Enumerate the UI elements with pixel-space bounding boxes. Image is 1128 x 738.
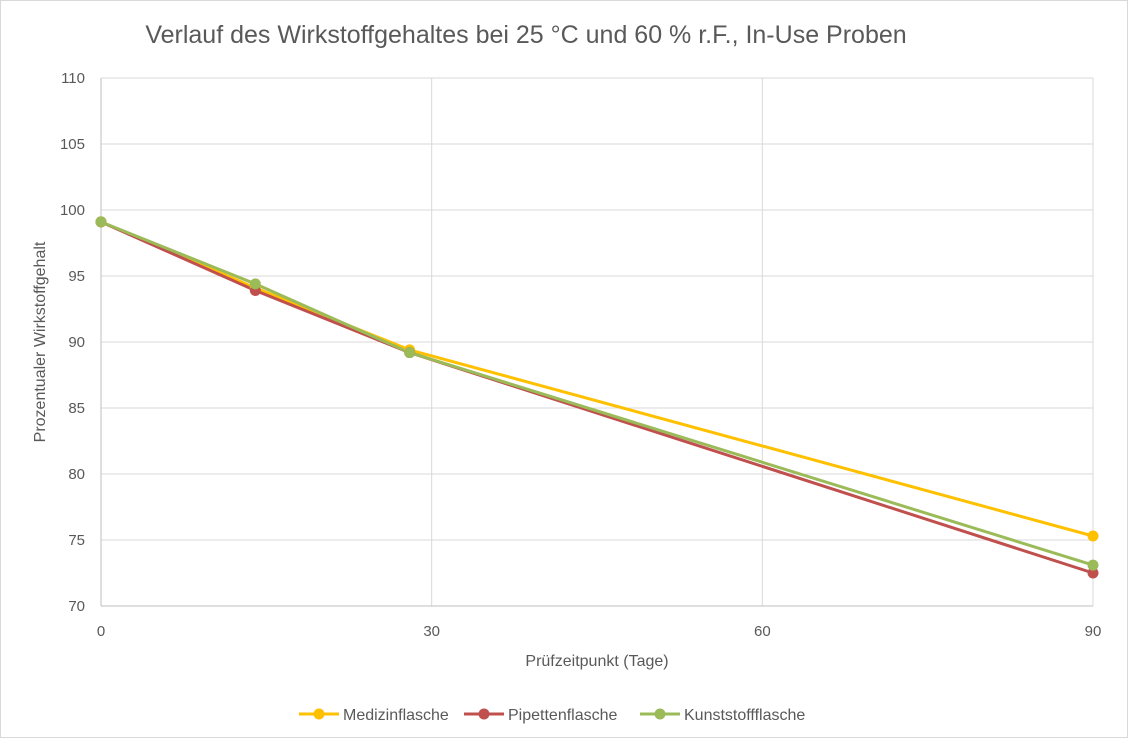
legend-swatch-marker	[478, 708, 490, 720]
x-tick-label: 0	[97, 623, 105, 640]
legend-item-medizinflasche: Medizinflasche	[299, 707, 449, 724]
data-point-pipettenflasche	[1087, 567, 1099, 579]
legend-label: Kunststoffflasche	[684, 707, 805, 724]
y-tick-label: 80	[68, 466, 85, 483]
x-axis-title: Prüfzeitpunkt (Tage)	[525, 653, 668, 670]
legend-item-kunststoffflasche: Kunststoffflasche	[640, 707, 805, 724]
chart-title: Verlauf des Wirkstoffgehaltes bei 25 °C …	[145, 21, 906, 49]
y-tick-label: 90	[68, 334, 85, 351]
y-tick-label: 110	[61, 70, 85, 87]
x-tick-label: 90	[1085, 623, 1102, 640]
y-tick-label: 70	[68, 598, 85, 615]
y-tick-label: 95	[68, 268, 85, 285]
legend-swatch-marker	[313, 708, 325, 720]
x-tick-label: 60	[754, 623, 771, 640]
legend-item-pipettenflasche: Pipettenflasche	[464, 707, 618, 724]
y-tick-label: 85	[68, 400, 85, 417]
data-point-kunststoffflasche	[249, 278, 261, 290]
legend-label: Pipettenflasche	[508, 707, 618, 724]
data-point-kunststoffflasche	[95, 216, 107, 228]
data-point-medizinflasche	[1087, 530, 1099, 542]
y-axis-title: Prozentualer Wirkstoffgehalt	[32, 241, 49, 442]
legend: Medizinflasche Pipettenflasche Kunststofff…	[299, 707, 805, 724]
data-point-kunststoffflasche	[404, 347, 416, 359]
data-point-kunststoffflasche	[1087, 559, 1099, 571]
series-line-kunststoffflasche	[99, 220, 1095, 567]
x-tick-label: 30	[423, 623, 440, 640]
series-line-medizinflasche	[99, 220, 1095, 538]
axes: 70 75 80 85 90 95 100 105 110 0 30 60 90	[60, 70, 1101, 640]
series-lines	[95, 216, 1099, 579]
legend-swatch-marker	[654, 708, 666, 720]
gridlines	[101, 77, 1094, 606]
series-line-pipettenflasche	[99, 220, 1095, 575]
y-tick-label: 100	[60, 202, 85, 219]
y-tick-label: 105	[60, 136, 85, 153]
legend-label: Medizinflasche	[343, 707, 449, 724]
y-tick-label: 75	[68, 532, 85, 549]
